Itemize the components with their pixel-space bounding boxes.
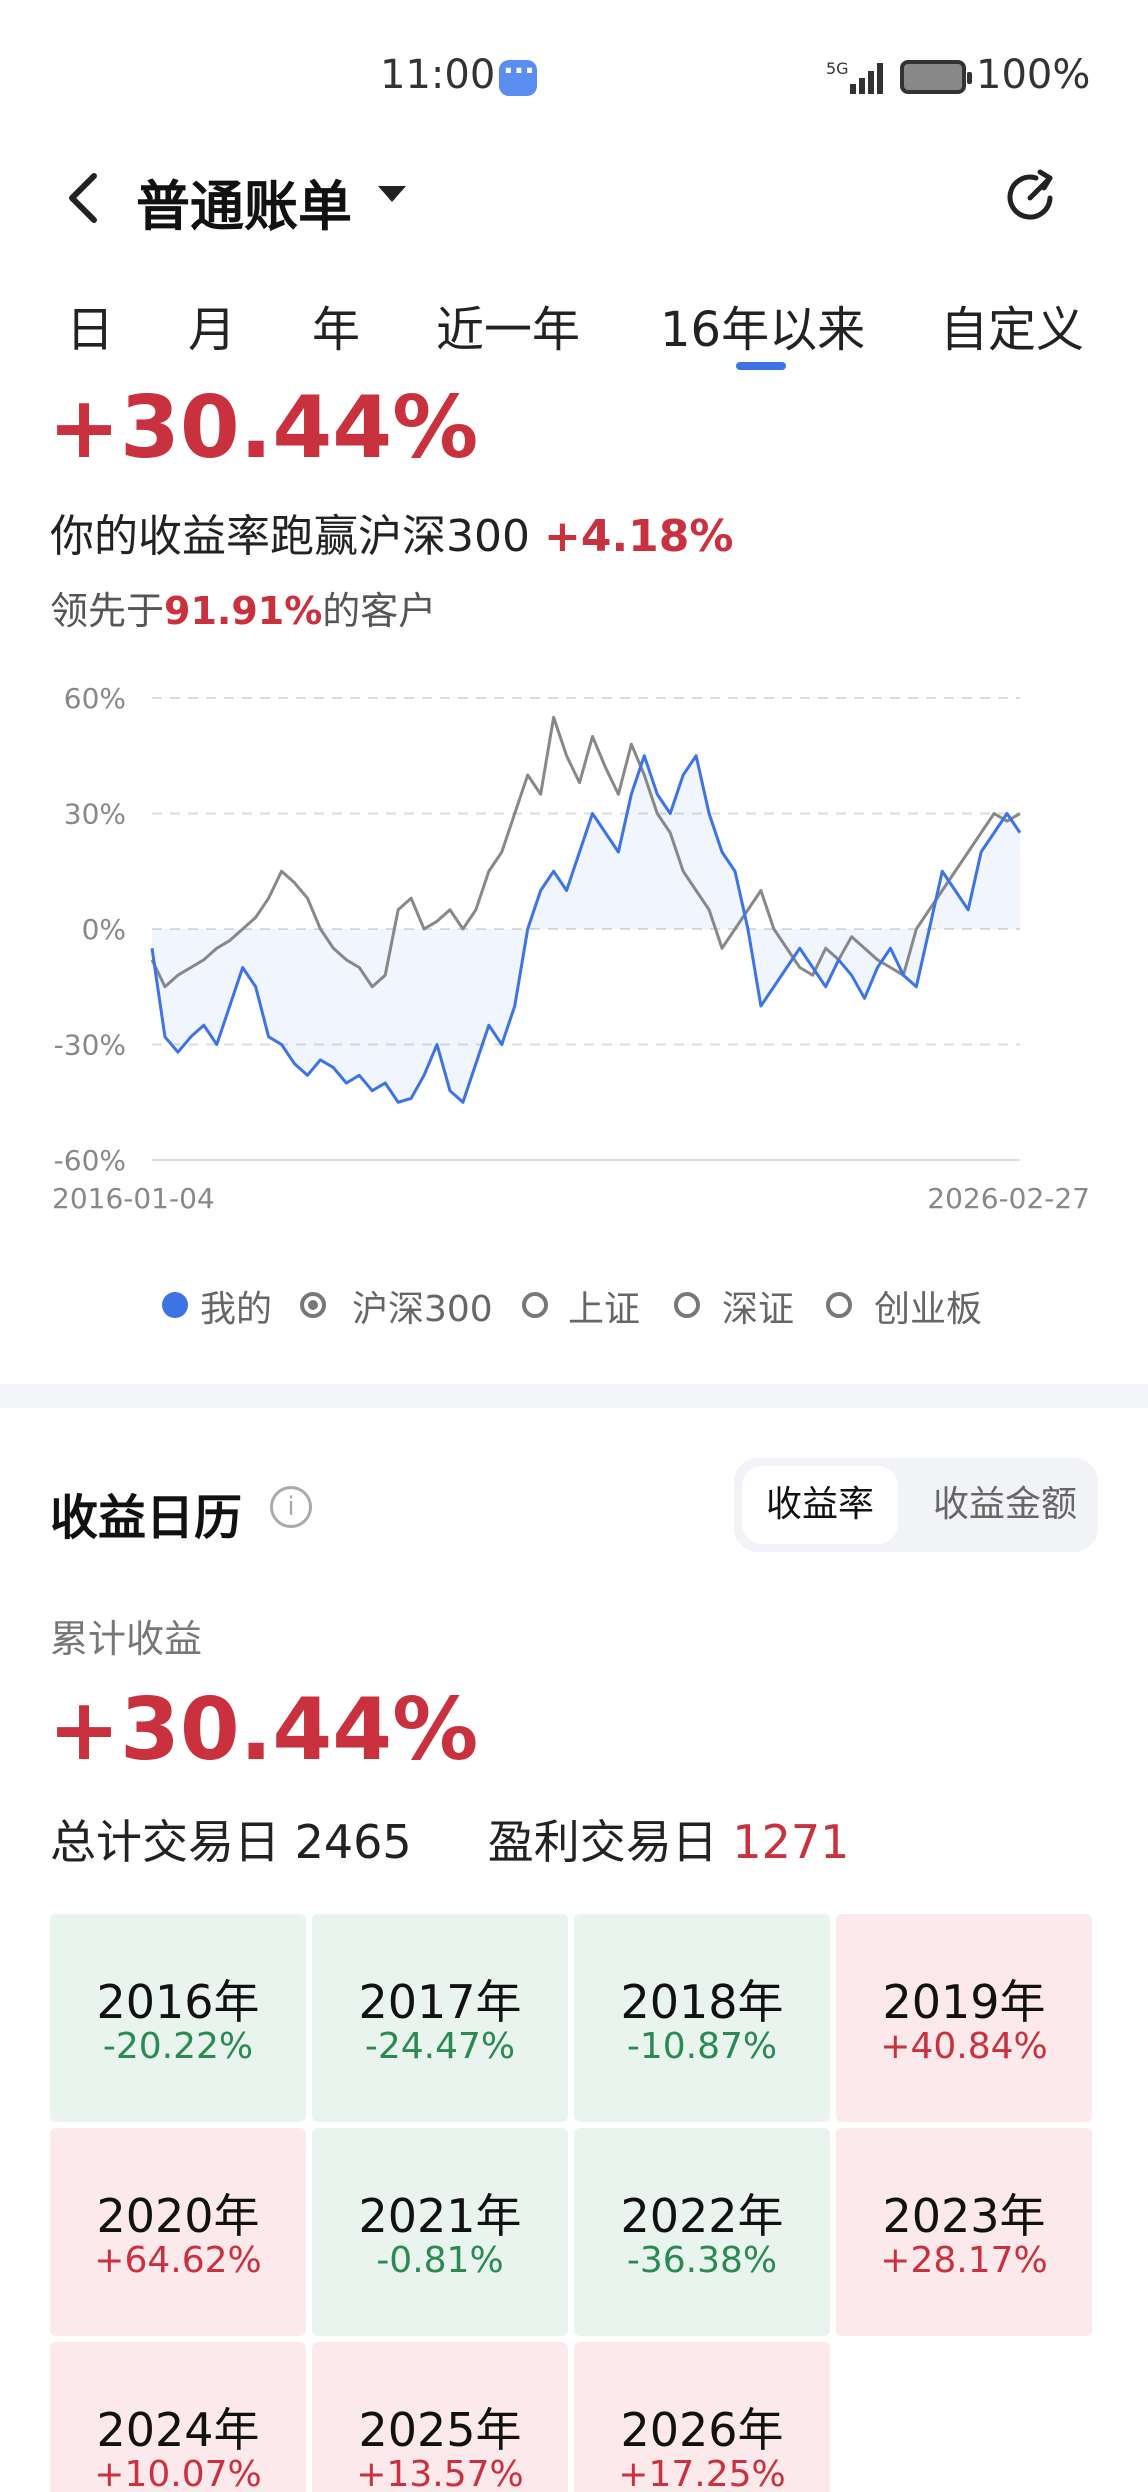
legend-shenzhen[interactable]: 深证 xyxy=(722,1289,795,1330)
header: 普通账单 xyxy=(0,150,1148,250)
year-return: +13.57% xyxy=(356,2454,524,2492)
status-time: 11:00 xyxy=(380,52,496,98)
beat-value: +4.18% xyxy=(543,511,734,562)
y-tick-label: -30% xyxy=(54,1029,126,1062)
cumulative-percent: +30.44% xyxy=(48,1680,479,1780)
x-start-label: 2016-01-04 xyxy=(52,1182,215,1215)
series-line-csi300 xyxy=(150,715,1021,989)
year-cell[interactable]: 2023年 +28.17% xyxy=(836,2128,1092,2336)
y-tick-label: 60% xyxy=(64,682,126,715)
profit-days-label: 盈利交易日 xyxy=(487,1815,733,1869)
active-tab-indicator xyxy=(736,362,786,370)
year-cell[interactable]: 2016年 -20.22% xyxy=(50,1914,306,2122)
tab-year[interactable]: 年 xyxy=(312,302,361,358)
year-label: 2021年 xyxy=(358,2189,522,2243)
year-label: 2026年 xyxy=(620,2403,784,2457)
year-label: 2020年 xyxy=(96,2189,260,2243)
tab-day[interactable]: 日 xyxy=(66,302,115,358)
battery-percent: 100% xyxy=(976,52,1091,98)
message-notification-icon xyxy=(499,54,537,96)
toggle-return-rate[interactable]: 收益率 xyxy=(742,1466,898,1544)
back-arrow-icon[interactable] xyxy=(56,168,116,228)
legend-radio-shanghai[interactable] xyxy=(522,1292,548,1318)
period-tabs: 日 月 年 近一年 16年以来 自定义 xyxy=(0,290,1148,370)
year-return: +28.17% xyxy=(880,2240,1048,2281)
tab-since-2016[interactable]: 16年以来 xyxy=(660,302,866,358)
series-area-mine xyxy=(152,755,1020,1103)
y-tick-label: -60% xyxy=(54,1144,126,1177)
year-label: 2017年 xyxy=(358,1975,522,2029)
year-label: 2023年 xyxy=(882,2189,1046,2243)
lead-prefix: 领先于 xyxy=(50,589,165,633)
year-return: +17.25% xyxy=(618,2454,786,2492)
lead-suffix: 的客户 xyxy=(322,589,437,633)
network-label: 5G xyxy=(826,59,849,78)
toggle-return-amount[interactable]: 收益金额 xyxy=(932,1484,1077,1525)
year-label: 2016年 xyxy=(96,1975,260,2029)
return-mode-toggle: 收益率 收益金额 xyxy=(734,1458,1098,1552)
year-return: -36.38% xyxy=(626,2240,778,2281)
legend-radio-chinext[interactable] xyxy=(826,1292,852,1318)
year-cell[interactable]: 2024年 +10.07% xyxy=(50,2342,306,2492)
total-days-label: 总计交易日 xyxy=(50,1815,295,1869)
tab-custom[interactable]: 自定义 xyxy=(940,302,1085,358)
year-return: +10.07% xyxy=(94,2454,262,2492)
legend-dot-mine[interactable] xyxy=(162,1292,188,1318)
year-return: -0.81% xyxy=(376,2240,504,2281)
tab-month[interactable]: 月 xyxy=(188,302,237,358)
year-cell[interactable]: 2018年 -10.87% xyxy=(574,1914,830,2122)
year-cell[interactable]: 2026年 +17.25% xyxy=(574,2342,830,2492)
tab-last-year[interactable]: 近一年 xyxy=(436,302,581,358)
y-tick-label: 0% xyxy=(82,913,126,946)
battery-icon xyxy=(900,60,972,94)
page-title[interactable]: 普通账单 xyxy=(136,175,352,238)
total-days-value: 2465 xyxy=(294,1815,412,1869)
year-label: 2019年 xyxy=(882,1975,1046,2029)
signal-icon: 5G xyxy=(826,59,883,94)
info-icon[interactable]: i xyxy=(270,1486,312,1528)
caret-down-icon[interactable] xyxy=(378,186,406,202)
share-icon[interactable] xyxy=(998,164,1064,230)
year-cell[interactable]: 2022年 -36.38% xyxy=(574,2128,830,2336)
year-cell[interactable]: 2021年 -0.81% xyxy=(312,2128,568,2336)
legend-radio-shenzhen[interactable] xyxy=(674,1292,700,1318)
legend-shanghai[interactable]: 上证 xyxy=(568,1289,641,1330)
year-label: 2022年 xyxy=(620,2189,784,2243)
section-divider xyxy=(0,1384,1148,1408)
year-return: +40.84% xyxy=(880,2026,1048,2067)
year-cell[interactable]: 2020年 +64.62% xyxy=(50,2128,306,2336)
year-label: 2025年 xyxy=(358,2403,522,2457)
lead-customers-line: 领先于91.91%的客户 xyxy=(50,580,436,635)
year-return: -24.47% xyxy=(364,2026,516,2067)
y-tick-label: 30% xyxy=(64,798,126,831)
beat-text: 你的收益率跑赢沪深300 xyxy=(50,511,544,562)
calendar-title: 收益日历 xyxy=(50,1490,243,1546)
series-line-mine xyxy=(150,754,1022,1104)
year-return: +64.62% xyxy=(94,2240,262,2281)
x-end-label: 2026-02-27 xyxy=(927,1182,1090,1215)
chart-legend: 我的 沪深300 上证 深证 创业板 xyxy=(0,1280,1148,1340)
lead-value: 91.91% xyxy=(164,589,323,633)
legend-chinext[interactable]: 创业板 xyxy=(874,1289,983,1330)
legend-mine[interactable]: 我的 xyxy=(200,1289,273,1330)
year-return: -20.22% xyxy=(102,2026,254,2067)
year-cell[interactable]: 2017年 -24.47% xyxy=(312,1914,568,2122)
year-cell[interactable]: 2019年 +40.84% xyxy=(836,1914,1092,2122)
status-bar: 11:00 5G 100% xyxy=(0,0,1148,150)
year-cell[interactable]: 2025年 +13.57% xyxy=(312,2342,568,2492)
cumulative-label: 累计收益 xyxy=(50,1617,203,1661)
profit-days-value: 1271 xyxy=(732,1815,850,1869)
return-percent: +30.44% xyxy=(48,378,479,478)
year-return: -10.87% xyxy=(626,2026,778,2067)
legend-radio-csi300[interactable] xyxy=(300,1292,326,1318)
year-label: 2018年 xyxy=(620,1975,784,2029)
return-chart[interactable]: 60% 30% 0% -30% -60% 2016-01-04 2026-02-27 xyxy=(0,670,1148,1230)
beat-index-line: 你的收益率跑赢沪深300 +4.18% xyxy=(50,500,733,564)
year-label: 2024年 xyxy=(96,2403,260,2457)
trading-days-line: 总计交易日 2465 盈利交易日 1271 xyxy=(50,1806,849,1872)
legend-csi300[interactable]: 沪深300 xyxy=(352,1289,493,1330)
